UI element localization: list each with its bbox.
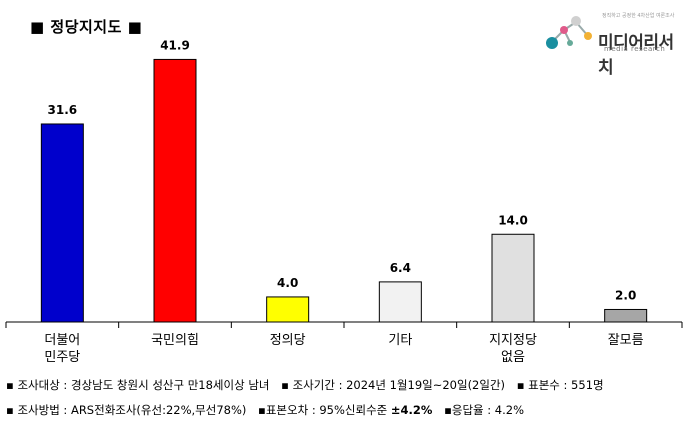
bar-value-label-1: 41.9 — [160, 38, 190, 52]
bar-2 — [266, 296, 310, 323]
bar-value-label-4: 14.0 — [498, 213, 528, 227]
category-label-3: 기타 — [388, 333, 412, 348]
bar-5 — [604, 308, 648, 323]
logo-subtitle: media research — [604, 45, 666, 53]
party-support-bar-chart: 31.6 더불어 민주당 41.9 국민의힘 4.0 정의당 6.4 기타 14.0 지지정당 없음 2… — [5, 38, 683, 365]
category-label-0: 더불어 민주당 — [44, 333, 80, 365]
logo-tagline: 정직하고 공정한 4차산업 여론조사 — [602, 13, 675, 19]
note-survey-method: ▪ 조사방법 : ARS전화조사(유선:22%,무선78%) — [6, 403, 247, 417]
category-label-5: 잘모름 — [608, 333, 644, 348]
note-sampling-error-value: ±4.2% — [390, 403, 433, 417]
bar-4 — [491, 233, 535, 323]
survey-notes-line-2: ▪ 조사방법 : ARS전화조사(유선:22%,무선78%) ▪표본오차 : 9… — [6, 402, 532, 418]
note-response-rate: ▪응답율 : 4.2% — [444, 403, 525, 417]
bar-1 — [153, 58, 197, 323]
logo-name: 미디어리서치 — [598, 33, 674, 78]
note-sample-size: ▪ 표본수 : 551명 — [516, 378, 604, 392]
bar-value-label-2: 4.0 — [277, 276, 298, 290]
note-survey-target: ▪ 조사대상 : 경상남도 창원시 성산구 만18세이상 남녀 — [6, 378, 270, 392]
bar-3 — [378, 281, 422, 323]
note-sampling-error-label: ▪표본오차 : 95%신뢰수준 — [258, 403, 391, 417]
bar-value-label-3: 6.4 — [390, 261, 411, 275]
bar-value-label-5: 2.0 — [615, 288, 636, 302]
category-label-4: 지지정당 없음 — [489, 333, 537, 365]
category-label-2: 정의당 — [270, 333, 306, 348]
category-label-1: 국민의힘 — [151, 333, 199, 348]
survey-notes-line-1: ▪ 조사대상 : 경상남도 창원시 성산구 만18세이상 남녀 ▪ 조사기간 :… — [6, 377, 612, 393]
logo-molecule-icon — [546, 16, 592, 49]
note-survey-period: ▪ 조사기간 : 2024년 1월19일~20일(2일간) — [281, 378, 506, 392]
media-research-logo: 정직하고 공정한 4차산업 여론조사 미디어리서치 media research — [540, 10, 685, 78]
bar-0 — [40, 123, 84, 323]
bar-value-label-0: 31.6 — [48, 103, 78, 117]
chart-title: ■ 정당지지도 ■ — [30, 18, 143, 36]
